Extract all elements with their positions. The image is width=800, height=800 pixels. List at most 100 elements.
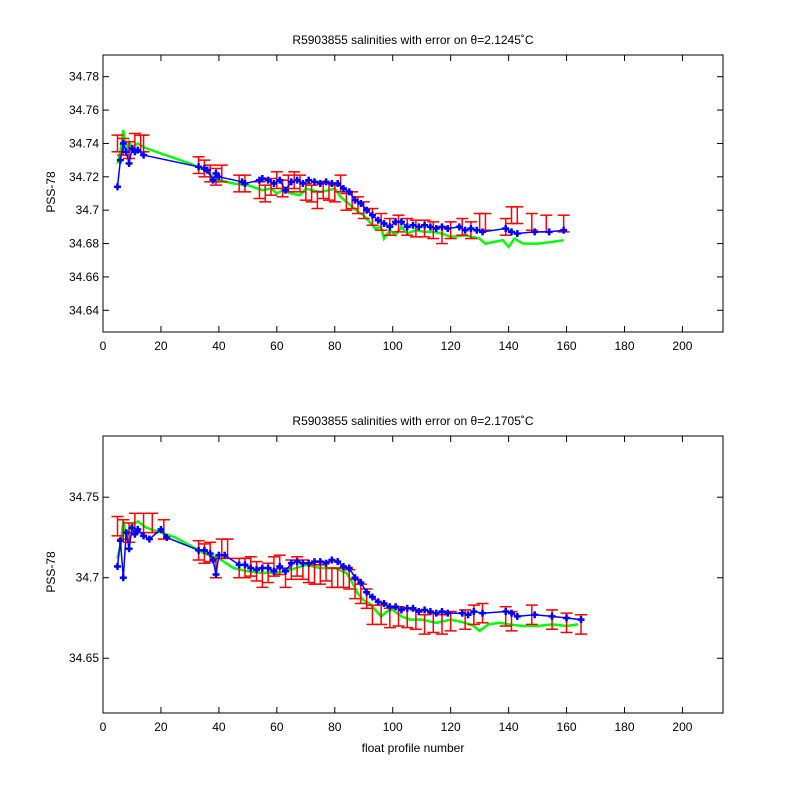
data-point [560,226,568,234]
y-tick-label: 34.7 [76,571,100,585]
data-point [305,559,313,567]
data-point [458,609,466,617]
data-point [339,562,347,570]
data-point [467,225,475,233]
y-tick-label: 34.66 [69,270,99,284]
data-point [548,612,556,620]
data-point [157,525,165,533]
data-point [464,611,472,619]
x-tick-label: 40 [212,339,226,353]
data-point [247,564,255,572]
y-tick-label: 34.68 [69,237,99,251]
data-point [374,216,382,224]
series-line [116,129,564,249]
data-point [122,529,130,537]
data-point [363,588,371,596]
data-point [502,608,510,616]
data-point [513,230,521,238]
data-point [392,603,400,611]
data-point [221,551,229,559]
x-tick-label: 100 [383,720,403,734]
x-tick-label: 180 [614,339,634,353]
data-point [125,159,133,167]
data-point [473,226,481,234]
y-axis-label: PSS-78 [44,551,58,593]
x-tick-label: 40 [212,720,226,734]
data-point [345,188,353,196]
data-point [282,567,290,575]
error-bar [311,191,324,210]
data-point [374,598,382,606]
error-bar [427,221,440,240]
error-bar [444,221,457,240]
x-tick-label: 0 [100,720,107,734]
data-point [470,608,478,616]
data-point [513,612,521,620]
data-point [432,225,440,233]
x-tick-label: 160 [557,720,577,734]
data-point [270,567,278,575]
y-tick-label: 34.72 [69,170,99,184]
data-point [455,223,463,231]
data-point [397,218,405,226]
data-point [241,561,249,569]
data-point [563,614,571,622]
x-tick-label: 60 [270,339,284,353]
x-tick-label: 140 [499,720,519,734]
chart-title: R5903855 salinities with error on θ=2.17… [292,414,533,428]
data-point [357,200,365,208]
x-tick-label: 80 [328,339,342,353]
data-point [293,558,301,566]
data-point [119,574,127,582]
data-point [508,228,516,236]
data-point [276,562,284,570]
x-tick-label: 200 [672,339,692,353]
data-point [209,556,217,564]
data-point [479,609,487,617]
data-point [145,535,153,543]
data-point [316,558,324,566]
data-point [479,228,487,236]
data-point [140,532,148,540]
y-tick-label: 34.65 [69,651,99,665]
data-point [258,174,266,182]
data-point [380,599,388,607]
data-point [215,173,223,181]
data-point [282,186,290,194]
x-tick-label: 60 [270,720,284,734]
data-point [119,139,127,147]
axes-frame [102,54,724,333]
data-point [351,574,359,582]
data-point [212,571,220,578]
error-bar [418,614,431,635]
data-point [339,184,347,192]
error-bar [259,184,272,203]
data-point [334,179,342,187]
error-bar [392,214,405,233]
x-tick-label: 100 [383,339,403,353]
data-point [351,196,359,204]
data-point [316,179,324,187]
data-point [545,228,553,236]
chart-title: R5903855 salinities with error on θ=2.12… [292,33,533,47]
data-point [577,616,585,624]
data-point [134,525,142,533]
y-tick-label: 34.75 [69,490,99,504]
data-point [403,223,411,231]
x-tick-label: 20 [154,339,168,353]
data-point [415,608,423,616]
data-point [531,228,539,236]
x-tick-label: 20 [154,720,168,734]
data-point [241,179,249,187]
y-axis-label: PSS-78 [44,171,58,213]
data-point [163,533,171,541]
data-point [334,558,342,566]
y-tick-label: 34.76 [69,103,99,117]
plot-area: 0 20 40 60 80 100 120 140 160 180 200 34.64 34.66 34.… [69,54,724,353]
x-tick-label: 140 [499,339,519,353]
data-point [380,220,388,228]
plot-area: 0 20 40 60 80 100 120 140 160 180 200 34.65 34.7 34.7… [69,435,724,734]
data-point [531,611,539,619]
axes-frame [102,435,724,714]
